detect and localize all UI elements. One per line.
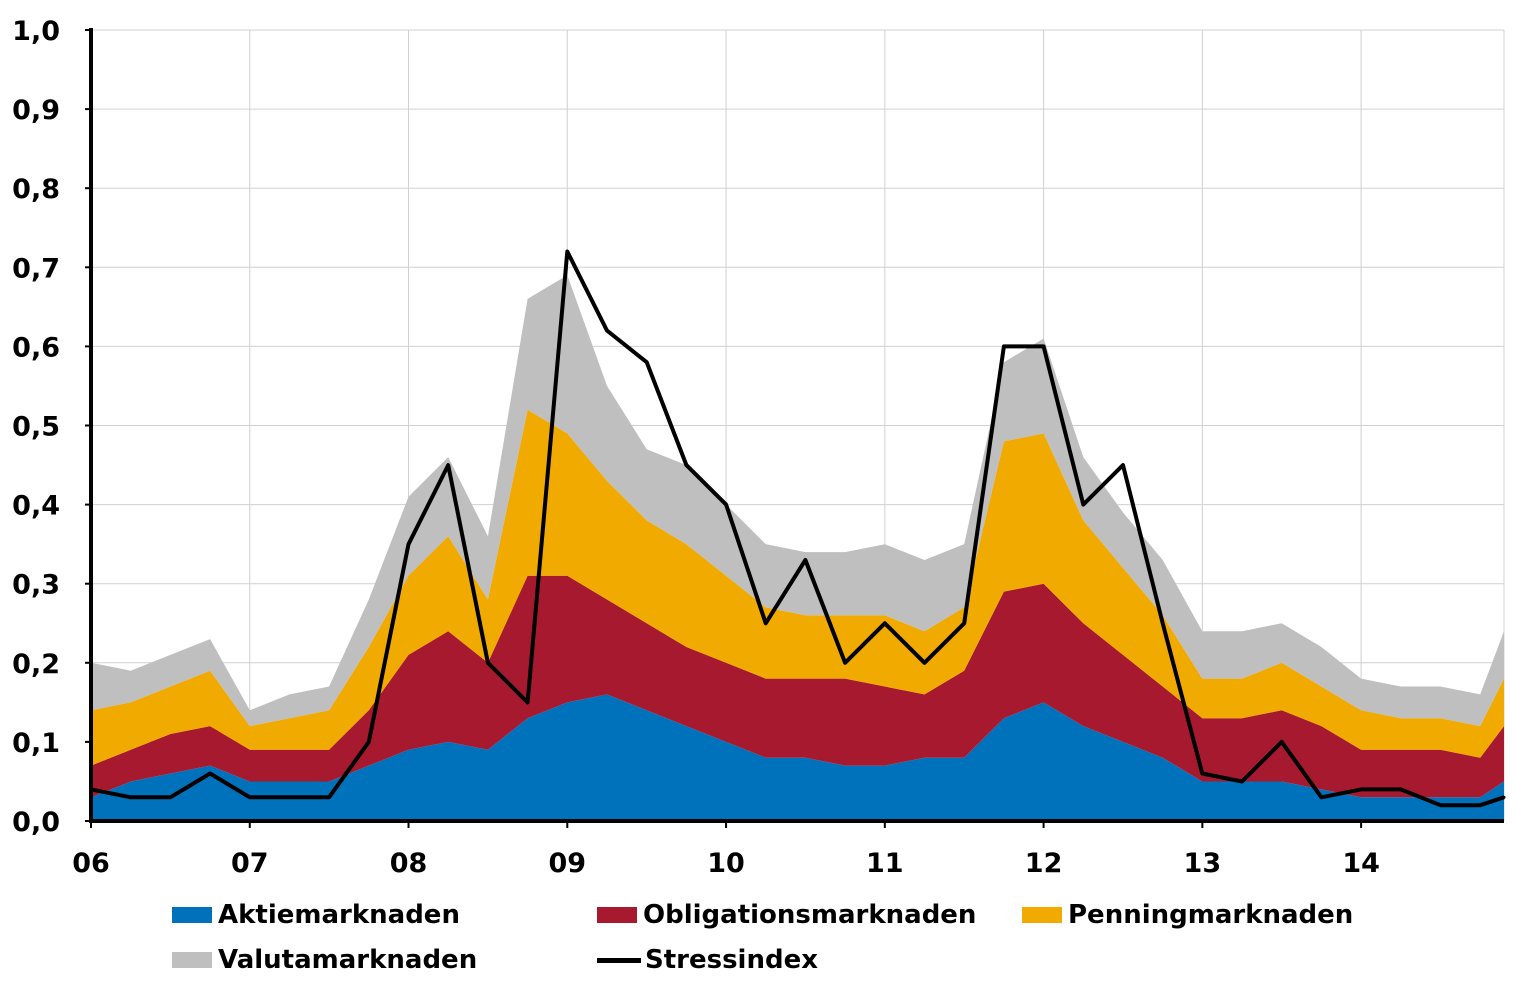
point-stressindex [764, 621, 768, 625]
stacked-areas [91, 275, 1504, 821]
point-stressindex [486, 661, 490, 665]
y-tick-label: 0,9 [12, 95, 60, 126]
point-stressindex [1280, 740, 1284, 744]
y-tick-label: 0,0 [12, 807, 60, 838]
y-tick-label: 0,3 [12, 570, 60, 601]
area-valutamarknaden [91, 275, 1504, 727]
point-stressindex [684, 463, 688, 467]
y-tick-label: 0,7 [12, 253, 60, 284]
point-stressindex [367, 740, 371, 744]
y-tick-label: 0,8 [12, 174, 60, 205]
x-tick-label: 14 [1342, 848, 1380, 879]
axes [85, 28, 1504, 828]
point-stressindex [407, 542, 411, 546]
point-stressindex [923, 661, 927, 665]
y-tick-label: 0,4 [12, 491, 60, 522]
point-stressindex [883, 621, 887, 625]
point-stressindex [1319, 795, 1323, 799]
point-stressindex [1399, 787, 1403, 791]
area-penningmarknaden [91, 409, 1504, 766]
x-tick-label: 13 [1184, 848, 1222, 879]
point-stressindex [724, 503, 728, 507]
point-stressindex [168, 795, 172, 799]
area-obligationsmarknaden [91, 575, 1504, 798]
point-stressindex [287, 795, 291, 799]
point-stressindex [1042, 344, 1046, 348]
x-tick-label: 08 [390, 848, 428, 879]
x-tick-labels: 06 07 08 09 10 11 12 13 14 [72, 848, 1380, 879]
x-tick-label: 10 [707, 848, 745, 879]
point-stressindex [1240, 779, 1244, 783]
point-stressindex [645, 360, 649, 364]
point-stressindex [1438, 803, 1442, 807]
x-tick-label: 06 [72, 848, 110, 879]
point-stressindex [1161, 621, 1165, 625]
y-tick-label: 0,1 [12, 728, 60, 759]
x-tick-label: 12 [1025, 848, 1063, 879]
y-tick-labels: 0,0 0,1 0,2 0,3 0,4 0,5 0,6 0,7 0,8 0,9 1,0 [12, 16, 60, 838]
y-tick-label: 0,2 [12, 649, 60, 680]
point-stressindex [248, 795, 252, 799]
point-stressindex [565, 249, 569, 253]
point-stressindex [129, 795, 133, 799]
x-tick-label: 07 [231, 848, 269, 879]
point-stressindex [1081, 503, 1085, 507]
point-stressindex [843, 661, 847, 665]
x-tick-label: 09 [549, 848, 587, 879]
point-stressindex [1502, 795, 1506, 799]
y-tick-label: 0,6 [12, 332, 60, 363]
stressindex-line-layer [89, 249, 1506, 808]
point-stressindex [327, 795, 331, 799]
point-stressindex [208, 772, 212, 776]
point-stressindex [803, 558, 807, 562]
point-stressindex [446, 463, 450, 467]
point-stressindex [605, 329, 609, 333]
point-stressindex [1359, 787, 1363, 791]
point-stressindex [1121, 463, 1125, 467]
point-stressindex [1002, 344, 1006, 348]
y-tick-label: 1,0 [12, 16, 60, 47]
point-stressindex [526, 700, 530, 704]
point-stressindex [1200, 772, 1204, 776]
point-stressindex [1478, 803, 1482, 807]
y-tick-label: 0,5 [12, 412, 60, 443]
point-stressindex [962, 621, 966, 625]
x-tick-label: 11 [866, 848, 904, 879]
